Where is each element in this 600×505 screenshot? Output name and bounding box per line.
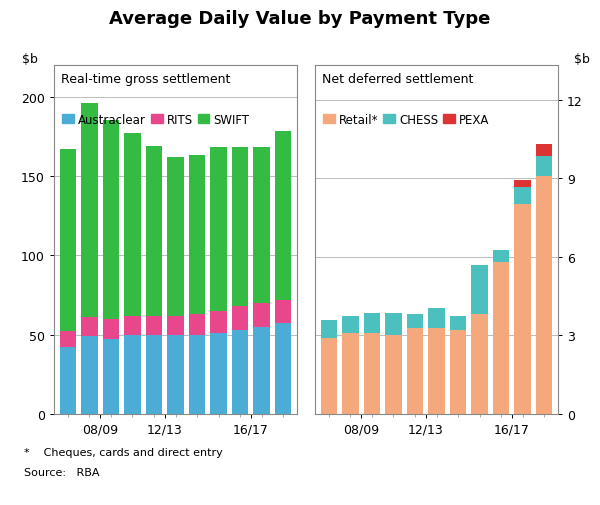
Text: Real-time gross settlement: Real-time gross settlement xyxy=(61,73,230,85)
Text: Net deferred settlement: Net deferred settlement xyxy=(322,73,473,85)
Bar xyxy=(103,319,119,340)
Bar xyxy=(253,148,270,303)
Bar xyxy=(232,330,248,414)
Bar xyxy=(167,158,184,316)
Bar xyxy=(124,335,141,414)
Bar xyxy=(320,338,337,414)
Bar xyxy=(59,332,76,347)
Bar xyxy=(342,316,359,333)
Bar xyxy=(407,315,424,328)
Bar xyxy=(407,328,424,414)
Bar xyxy=(449,330,466,414)
Bar xyxy=(124,316,141,335)
Bar xyxy=(342,333,359,414)
Text: Source:   RBA: Source: RBA xyxy=(24,467,100,477)
Bar xyxy=(253,303,270,327)
Bar xyxy=(471,265,488,315)
Bar xyxy=(493,263,509,414)
Bar xyxy=(188,314,205,335)
Text: *    Cheques, cards and direct entry: * Cheques, cards and direct entry xyxy=(24,447,223,457)
Bar xyxy=(428,328,445,414)
Bar xyxy=(514,188,531,205)
Legend: Retail*, CHESS, PEXA: Retail*, CHESS, PEXA xyxy=(323,113,490,126)
Bar xyxy=(449,316,466,330)
Text: Average Daily Value by Payment Type: Average Daily Value by Payment Type xyxy=(109,10,491,28)
Bar xyxy=(275,324,292,414)
Bar xyxy=(167,335,184,414)
Bar xyxy=(103,340,119,414)
Bar xyxy=(124,134,141,316)
Bar xyxy=(536,145,553,157)
Bar xyxy=(385,314,402,336)
Bar xyxy=(253,327,270,414)
Bar xyxy=(364,333,380,414)
Bar xyxy=(59,347,76,414)
Bar xyxy=(103,121,119,319)
Bar xyxy=(81,336,98,414)
Bar xyxy=(364,314,380,333)
Bar xyxy=(385,336,402,414)
Bar xyxy=(210,333,227,414)
Bar xyxy=(167,316,184,335)
Bar xyxy=(188,335,205,414)
Bar xyxy=(493,251,509,263)
Text: $b: $b xyxy=(22,53,38,66)
Bar xyxy=(81,318,98,336)
Bar xyxy=(232,148,248,307)
Bar xyxy=(146,335,163,414)
Bar xyxy=(514,180,531,188)
Bar xyxy=(536,157,553,176)
Bar xyxy=(146,316,163,335)
Bar xyxy=(146,146,163,316)
Bar xyxy=(275,300,292,324)
Bar xyxy=(320,320,337,338)
Text: $b: $b xyxy=(574,53,590,66)
Bar xyxy=(536,176,553,414)
Bar xyxy=(188,156,205,314)
Legend: Austraclear, RITS, SWIFT: Austraclear, RITS, SWIFT xyxy=(62,113,250,126)
Bar xyxy=(210,148,227,311)
Bar xyxy=(59,149,76,332)
Bar xyxy=(428,308,445,328)
Bar xyxy=(210,311,227,333)
Bar xyxy=(232,307,248,330)
Bar xyxy=(514,205,531,414)
Bar xyxy=(81,104,98,318)
Bar xyxy=(471,315,488,414)
Bar xyxy=(275,132,292,300)
